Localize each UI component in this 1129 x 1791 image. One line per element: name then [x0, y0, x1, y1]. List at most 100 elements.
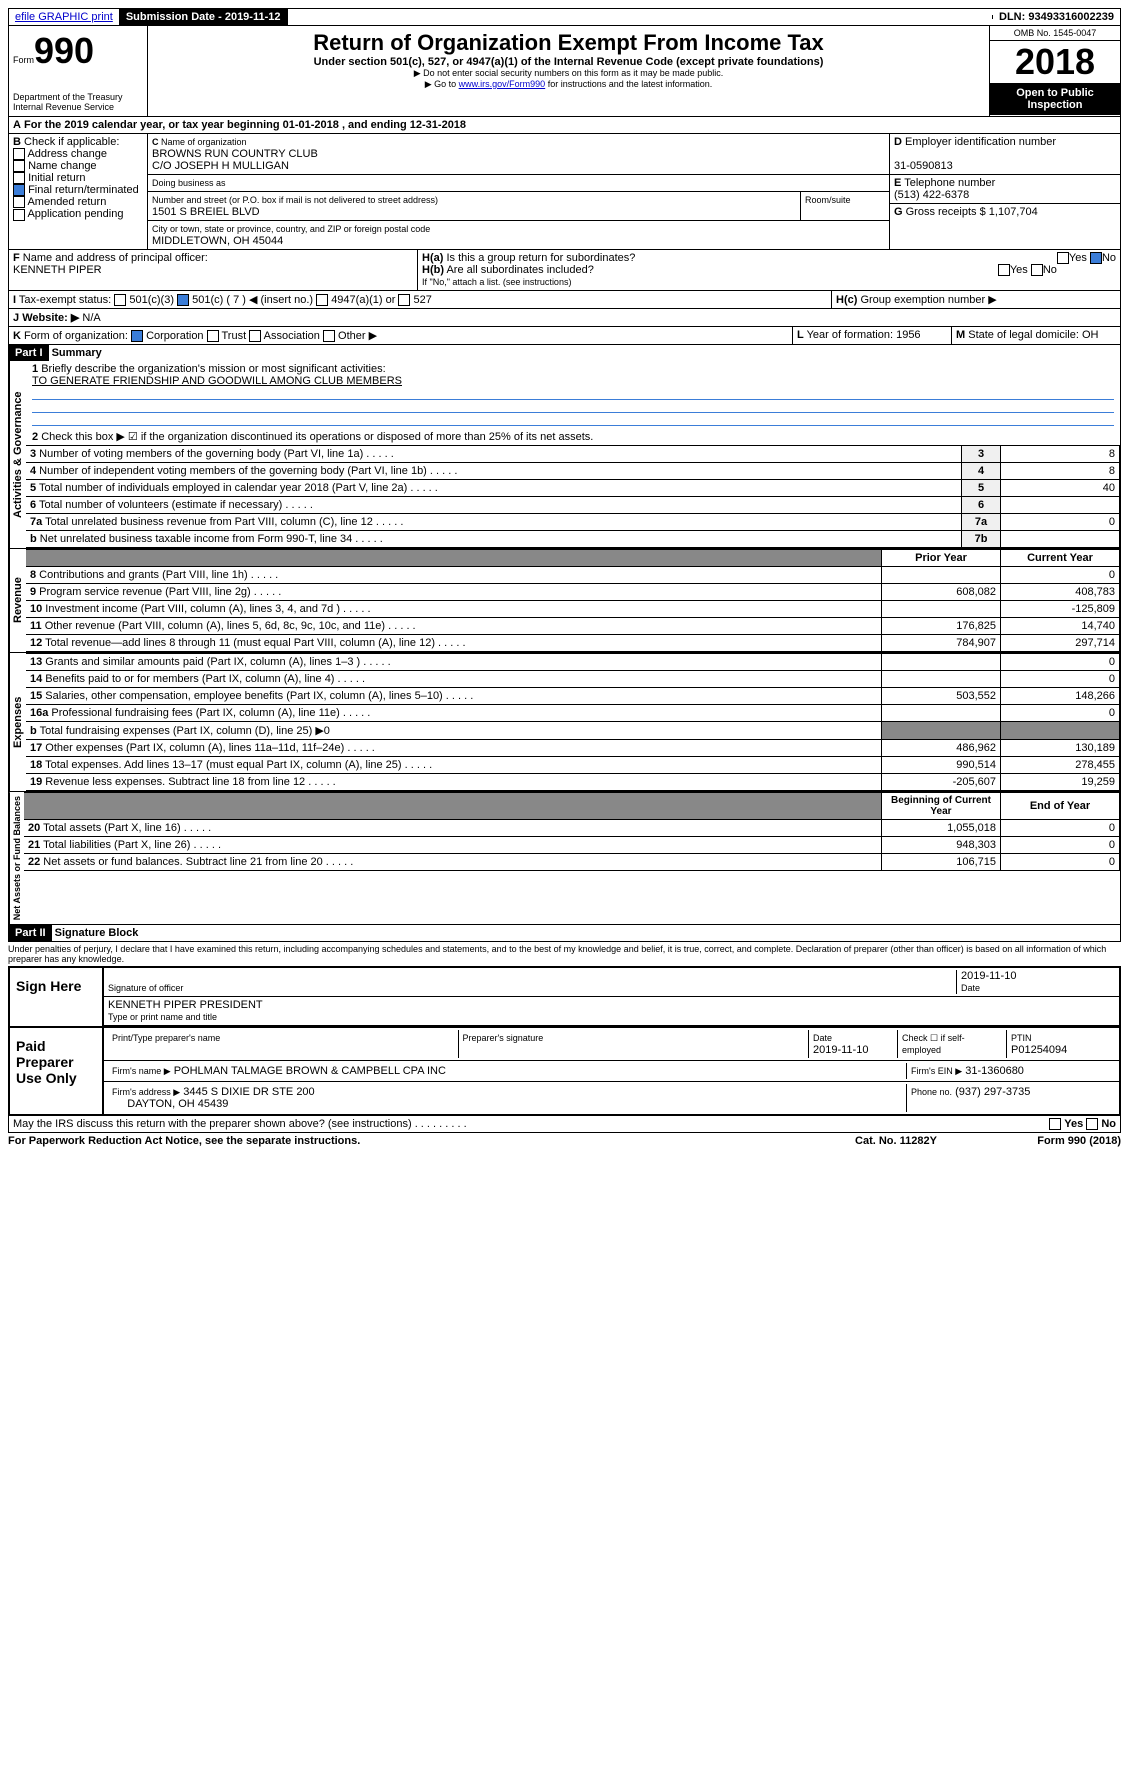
cb-501c[interactable]: [177, 294, 189, 306]
fh-row: F Name and address of principal officer:…: [8, 250, 1121, 291]
klm-row: K Form of organization: Corporation Trus…: [8, 327, 1121, 345]
cb-trust[interactable]: [207, 330, 219, 342]
form-number-cell: Form990 Department of the Treasury Inter…: [9, 26, 148, 116]
entity-info: B Check if applicable: Address change Na…: [8, 134, 1121, 250]
subtitle: Under section 501(c), 527, or 4947(a)(1)…: [152, 56, 985, 68]
main-title: Return of Organization Exempt From Incom…: [152, 30, 985, 56]
omb-number: OMB No. 1545-0047: [990, 26, 1120, 41]
firm-city: DAYTON, OH 45439: [127, 1098, 228, 1110]
goto-pre: ▶ Go to: [425, 79, 459, 89]
tab-governance: Activities & Governance: [9, 361, 26, 548]
cb-address[interactable]: [13, 148, 25, 160]
website: N/A: [82, 312, 100, 324]
cb-initial[interactable]: [13, 172, 25, 184]
hc-label: Group exemption number ▶: [860, 294, 996, 306]
firm-addr-lbl: Firm's address ▶: [112, 1087, 180, 1097]
tab-netassets: Net Assets or Fund Balances: [9, 792, 24, 924]
part1: Part I Summary Activities & Governance 1…: [8, 345, 1121, 925]
part2-title: Part II: [9, 925, 52, 941]
cb-501c3[interactable]: [114, 294, 126, 306]
sign-here-box: Sign Here Signature of officer 2019-11-1…: [8, 966, 1121, 1028]
yes2: Yes: [1010, 264, 1028, 276]
f-label: Name and address of principal officer:: [23, 252, 208, 264]
period-text: For the 2019 calendar year, or tax year …: [24, 119, 466, 131]
phone: (513) 422-6378: [894, 189, 969, 201]
discuss-yes: Yes: [1064, 1118, 1083, 1130]
dept-treasury: Department of the Treasury Internal Reve…: [13, 92, 143, 112]
opt-initial: Initial return: [28, 172, 85, 184]
officer-typed: KENNETH PIPER PRESIDENT: [108, 999, 263, 1011]
prep-date-lbl: Date: [813, 1033, 832, 1043]
cb-hb-no[interactable]: [1031, 264, 1043, 276]
year-cell: OMB No. 1545-0047 2018 Open to Public In…: [989, 26, 1120, 116]
prep-date: 2019-11-10: [813, 1044, 868, 1056]
org-addr: 1501 S BREIEL BLVD: [152, 206, 260, 218]
revenue-table: Prior YearCurrent Year8 Contributions an…: [26, 549, 1120, 652]
ssn-note: ▶ Do not enter social security numbers o…: [152, 68, 985, 79]
form-word: Form: [13, 55, 34, 65]
efile-link[interactable]: efile GRAPHIC print: [9, 9, 120, 25]
l1-label: Briefly describe the organization's miss…: [41, 363, 385, 375]
goto-post: for instructions and the latest informat…: [545, 79, 712, 89]
org-city: MIDDLETOWN, OH 45044: [152, 235, 283, 247]
cb-corp[interactable]: [131, 330, 143, 342]
i-o1: 501(c)(3): [129, 294, 174, 306]
box-b-label: Check if applicable:: [24, 136, 119, 148]
k-o4: Other ▶: [338, 330, 377, 342]
part2: Part II Signature Block: [8, 925, 1121, 942]
dba-label: Doing business as: [152, 178, 226, 188]
cb-ha-yes[interactable]: [1057, 252, 1069, 264]
opt-amended: Amended return: [27, 196, 106, 208]
cb-ha-no[interactable]: [1090, 252, 1102, 264]
expenses-table: 13 Grants and similar amounts paid (Part…: [26, 653, 1120, 791]
opt-name: Name change: [28, 160, 97, 172]
part2-heading: Signature Block: [55, 927, 139, 939]
e-label: Telephone number: [904, 177, 995, 189]
i-label: Tax-exempt status:: [19, 294, 111, 306]
spacer: [288, 15, 994, 19]
c-label: Name of organization: [161, 137, 247, 147]
firm-ein-lbl: Firm's EIN ▶: [911, 1066, 962, 1076]
cb-4947[interactable]: [316, 294, 328, 306]
k-o3: Association: [264, 330, 320, 342]
ptin-lbl: PTIN: [1011, 1033, 1032, 1043]
m-label: State of legal domicile:: [968, 329, 1079, 341]
cb-discuss-yes[interactable]: [1049, 1118, 1061, 1130]
title-cell: Return of Organization Exempt From Incom…: [148, 26, 989, 116]
paid-preparer-box: Paid Preparer Use Only Print/Type prepar…: [8, 1028, 1121, 1116]
j-label: Website: ▶: [22, 312, 79, 324]
j-row: J Website: ▶ N/A: [8, 309, 1121, 327]
cb-hb-yes[interactable]: [998, 264, 1010, 276]
k-o2: Trust: [221, 330, 246, 342]
goto-note: ▶ Go to www.irs.gov/Form990 for instruct…: [152, 79, 985, 90]
cb-name[interactable]: [13, 160, 25, 172]
cb-assoc[interactable]: [249, 330, 261, 342]
submission-date: Submission Date - 2019-11-12: [120, 9, 288, 25]
paid-label: Paid Preparer Use Only: [10, 1028, 102, 1114]
discuss-row: May the IRS discuss this return with the…: [8, 1116, 1121, 1133]
ha-label: Is this a group return for subordinates?: [446, 252, 635, 264]
org-co: C/O JOSEPH H MULLIGAN: [152, 160, 289, 172]
ein: 31-0590813: [894, 160, 953, 172]
cb-amended[interactable]: [13, 196, 25, 208]
opt-pending: Application pending: [27, 208, 123, 220]
cb-other[interactable]: [323, 330, 335, 342]
prep-name-lbl: Print/Type preparer's name: [112, 1033, 220, 1043]
check-self: Check ☐ if self-employed: [902, 1033, 965, 1055]
irs-link[interactable]: www.irs.gov/Form990: [459, 79, 546, 89]
i-o3: 4947(a)(1) or: [331, 294, 395, 306]
i-o2: 501(c) ( 7 ) ◀ (insert no.): [192, 294, 313, 306]
yes1: Yes: [1069, 252, 1087, 264]
top-bar: efile GRAPHIC print Submission Date - 20…: [8, 8, 1121, 26]
cb-discuss-no[interactable]: [1086, 1118, 1098, 1130]
firm-phone: (937) 297-3735: [955, 1086, 1030, 1098]
cb-527[interactable]: [398, 294, 410, 306]
footer: For Paperwork Reduction Act Notice, see …: [8, 1133, 1121, 1149]
form-header: Form990 Department of the Treasury Inter…: [8, 26, 1121, 117]
box-c: C Name of organization BROWNS RUN COUNTR…: [148, 134, 890, 249]
room-label: Room/suite: [805, 195, 851, 205]
cb-pending[interactable]: [13, 209, 25, 221]
cb-final[interactable]: [13, 184, 25, 196]
officer-name: KENNETH PIPER: [13, 264, 102, 276]
firm-name: POHLMAN TALMAGE BROWN & CAMPBELL CPA INC: [174, 1065, 446, 1077]
